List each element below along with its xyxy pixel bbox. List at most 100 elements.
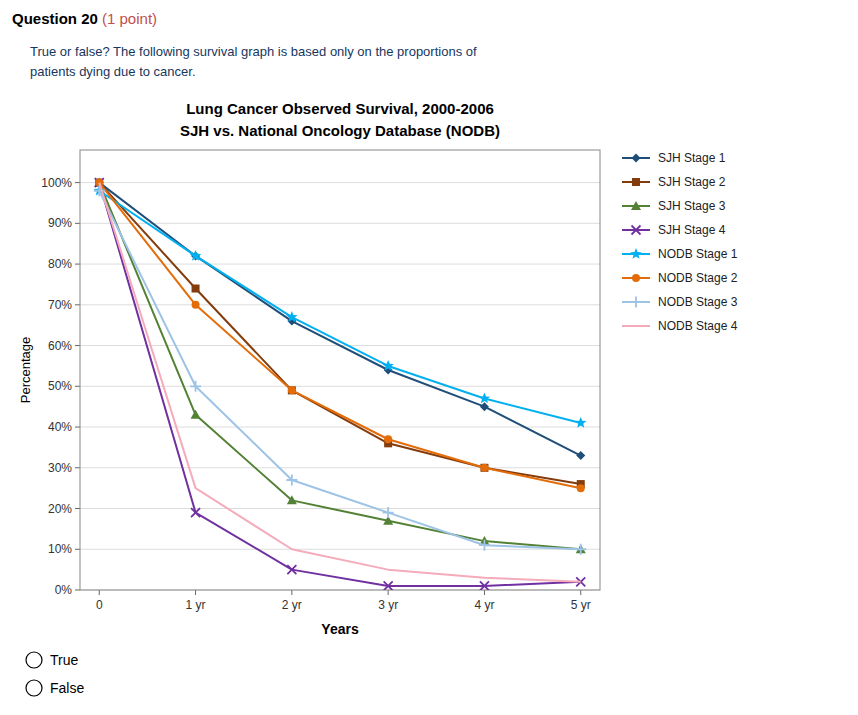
tick <box>75 467 80 468</box>
tick <box>75 549 80 550</box>
radio <box>26 680 42 696</box>
legend-label: NODB Stage 3 <box>658 295 738 309</box>
tick-label: 1 yr <box>186 598 206 612</box>
tick-label: 10% <box>48 542 72 556</box>
tick <box>388 590 389 595</box>
grid-line <box>80 182 600 183</box>
marker <box>382 360 393 371</box>
marker <box>479 540 490 551</box>
marker <box>384 581 393 590</box>
tick <box>195 590 196 595</box>
tick-label: 20% <box>48 502 72 516</box>
marker <box>192 301 200 309</box>
legend-marker <box>632 178 640 186</box>
tick <box>75 386 80 387</box>
grid-line <box>80 264 600 265</box>
tick <box>75 590 80 591</box>
legend-marker <box>631 297 642 308</box>
marker <box>190 250 201 261</box>
option: False <box>50 680 84 696</box>
tick <box>291 590 292 595</box>
marker <box>287 495 297 504</box>
tick-label: 70% <box>48 298 72 312</box>
prompt: patients dying due to cancer. <box>30 64 196 79</box>
marker <box>190 381 201 392</box>
legend-marker <box>631 201 641 210</box>
legend-label: NODB Stage 2 <box>658 271 738 285</box>
legend-marker <box>632 154 641 163</box>
x-axis-label: Years <box>321 621 359 637</box>
legend-swatch <box>622 325 650 327</box>
tick-label: 0 <box>96 598 103 612</box>
tick-label: 2 yr <box>282 598 302 612</box>
marker <box>479 393 490 404</box>
marker <box>575 417 586 428</box>
marker <box>575 544 586 555</box>
grid-line <box>80 304 600 305</box>
tick <box>75 427 80 428</box>
tick <box>484 590 485 595</box>
tick-label: 50% <box>48 379 72 393</box>
marker <box>287 565 296 574</box>
series-group <box>94 178 587 590</box>
tick-label: 4 yr <box>474 598 494 612</box>
marker <box>191 508 200 517</box>
grid-line <box>80 467 600 468</box>
marker <box>480 581 489 590</box>
series-line <box>99 183 580 586</box>
legend-marker <box>630 248 641 259</box>
legend-label: NODB Stage 4 <box>658 319 738 333</box>
tick-label: 5 yr <box>571 598 591 612</box>
marker <box>288 386 296 394</box>
marker <box>384 435 392 443</box>
tick <box>75 264 80 265</box>
marker <box>286 311 297 322</box>
tick-label: 0% <box>55 583 73 597</box>
tick <box>99 590 100 595</box>
question-number: Question 20 <box>12 10 98 27</box>
question-points: (1 point) <box>98 10 157 27</box>
series-line <box>99 183 580 582</box>
tick <box>75 508 80 509</box>
legend-label: SJH Stage 3 <box>658 199 726 213</box>
tick-label: 3 yr <box>378 598 398 612</box>
series-line <box>99 191 580 550</box>
chart: Question 20 (1 point)True or false? The … <box>0 0 858 715</box>
marker <box>577 484 585 492</box>
marker <box>192 285 200 293</box>
tick-label: 60% <box>48 339 72 353</box>
series-line <box>99 183 580 484</box>
tick-label: 80% <box>48 257 72 271</box>
tick-label: 40% <box>48 420 72 434</box>
tick-label: 30% <box>48 461 72 475</box>
series-line <box>99 183 580 550</box>
y-axis-label: Percentage <box>18 337 33 404</box>
marker <box>480 402 489 411</box>
legend-label: SJH Stage 4 <box>658 223 726 237</box>
legend: SJH Stage 1 SJH Stage 2 SJH Stage 3 SJH Sta… <box>622 151 738 333</box>
tick <box>75 304 80 305</box>
option: True <box>50 652 78 668</box>
tick <box>75 182 80 183</box>
tick-label: 100% <box>41 176 72 190</box>
tick <box>580 590 581 595</box>
legend-label: SJH Stage 1 <box>658 151 726 165</box>
legend-marker <box>632 274 640 282</box>
tick-label: 90% <box>48 216 72 230</box>
grid-line <box>80 508 600 509</box>
legend-label: NODB Stage 1 <box>658 247 738 261</box>
legend-label: SJH Stage 2 <box>658 175 726 189</box>
tick <box>75 223 80 224</box>
marker <box>480 464 488 472</box>
radio <box>26 652 42 668</box>
subtitle: SJH vs. National Oncology Database (NODB… <box>180 122 500 139</box>
series-line <box>99 191 580 423</box>
marker <box>576 451 585 460</box>
legend-marker <box>632 226 641 235</box>
plot-area <box>80 150 600 590</box>
marker <box>191 410 201 419</box>
grid-line <box>80 549 600 550</box>
grid-line <box>80 223 600 224</box>
tick <box>75 345 80 346</box>
marker <box>288 386 296 394</box>
